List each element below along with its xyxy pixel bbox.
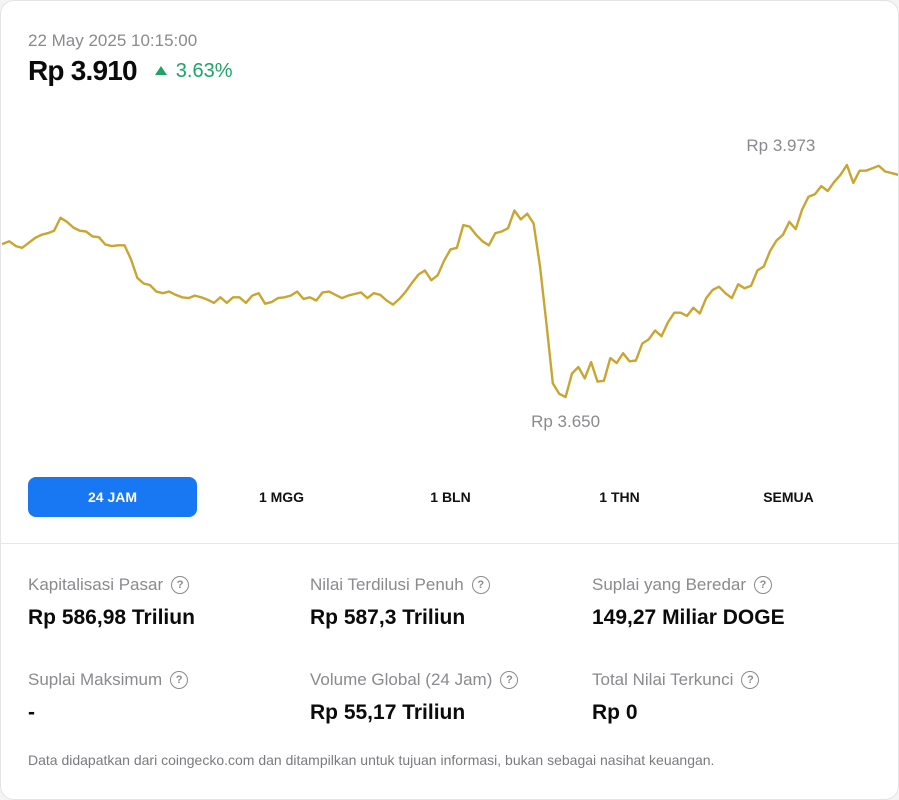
timestamp: 22 May 2025 10:15:00 <box>28 31 198 50</box>
stat-total-value-locked: Total Nilai Terkunci? Rp 0 <box>592 668 873 725</box>
tab-1-bln[interactable]: 1 BLN <box>430 489 471 505</box>
help-icon[interactable]: ? <box>754 576 773 594</box>
help-icon[interactable]: ? <box>741 671 760 689</box>
stat-max-supply: Suplai Maksimum? - <box>28 668 310 725</box>
price-row: Rp 3.910 3.63% <box>28 55 233 87</box>
high-price-label: Rp 3.973 <box>746 136 815 155</box>
stat-fully-diluted-value: Nilai Terdilusi Penuh? Rp 587,3 Triliun <box>310 573 592 630</box>
stat-label: Suplai Maksimum <box>28 670 163 689</box>
stats-grid: Kapitalisasi Pasar? Rp 586,98 Triliun Ni… <box>28 573 873 725</box>
help-icon[interactable]: ? <box>471 576 490 594</box>
stat-label: Kapitalisasi Pasar <box>28 575 164 594</box>
current-price: Rp 3.910 <box>28 55 138 86</box>
disclaimer: Data didapatkan dari coingecko.com dan d… <box>28 752 715 768</box>
price-change-percent: 3.63% <box>175 59 233 82</box>
stat-value: Rp 586,98 Triliun <box>28 606 195 629</box>
timeframe-tabs: 24 JAM 1 MGG 1 BLN 1 THN SEMUA <box>28 477 873 517</box>
tab-24-jam[interactable]: 24 JAM <box>28 477 197 517</box>
stat-label: Total Nilai Terkunci <box>592 670 734 689</box>
divider <box>1 543 898 544</box>
stat-global-volume: Volume Global (24 Jam)? Rp 55,17 Triliun <box>310 668 592 725</box>
help-icon[interactable]: ? <box>170 671 189 689</box>
stat-value: Rp 0 <box>592 701 638 724</box>
stat-value: Rp 55,17 Triliun <box>310 701 466 724</box>
stat-label: Volume Global (24 Jam) <box>310 670 493 689</box>
price-line <box>1 163 898 399</box>
help-icon[interactable]: ? <box>171 576 190 594</box>
low-price-label: Rp 3.650 <box>531 412 600 431</box>
stat-value: 149,27 Miliar DOGE <box>592 606 785 629</box>
price-change: 3.63% <box>154 59 233 83</box>
price-chart[interactable]: Rp 3.973 Rp 3.650 <box>1 101 899 451</box>
stat-label: Suplai yang Beredar <box>592 575 747 594</box>
tab-1-thn[interactable]: 1 THN <box>599 489 640 505</box>
tab-semua[interactable]: SEMUA <box>763 489 814 505</box>
stat-value: - <box>28 701 35 724</box>
help-icon[interactable]: ? <box>500 671 519 689</box>
stat-value: Rp 587,3 Triliun <box>310 606 466 629</box>
tab-1-mgg[interactable]: 1 MGG <box>258 489 305 505</box>
stat-label: Nilai Terdilusi Penuh <box>310 575 464 594</box>
stat-circulating-supply: Suplai yang Beredar? 149,27 Miliar DOGE <box>592 573 873 630</box>
stat-market-cap: Kapitalisasi Pasar? Rp 586,98 Triliun <box>28 573 310 630</box>
arrow-up-icon <box>154 65 167 75</box>
